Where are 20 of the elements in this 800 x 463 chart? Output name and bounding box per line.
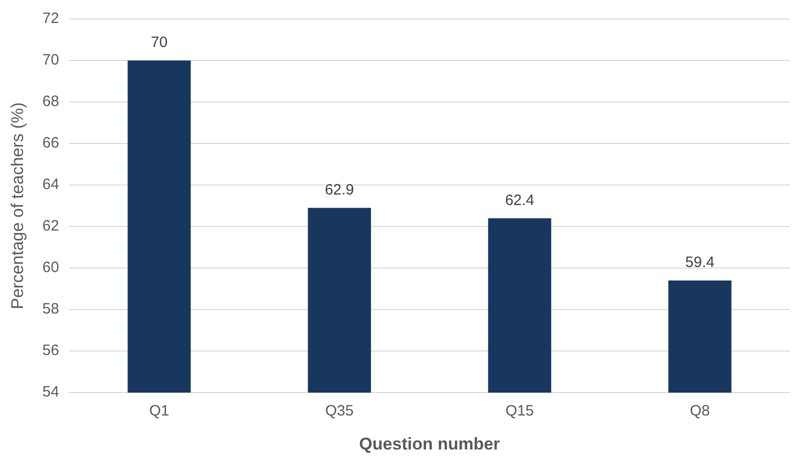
x-axis-title: Question number — [359, 434, 500, 454]
x-tick-label: Q1 — [149, 402, 170, 420]
data-label: 62.9 — [324, 182, 354, 199]
data-label: 59.4 — [685, 254, 714, 272]
data-label: 62.4 — [505, 192, 534, 209]
y-tick-label: 58 — [42, 300, 60, 318]
x-tick-label: Q8 — [690, 402, 710, 420]
y-tick-label: 64 — [42, 176, 60, 194]
y-tick-label: 54 — [42, 384, 60, 401]
y-tick-label: 68 — [42, 93, 60, 110]
y-tick-label: 72 — [42, 10, 60, 28]
y-axis-title: Percentage of teachers (%) — [8, 102, 27, 310]
y-tick-label: 66 — [42, 134, 60, 152]
x-tick-label: Q35 — [325, 402, 354, 420]
x-tick-label: Q15 — [505, 402, 534, 420]
y-tick-label: 62 — [42, 218, 60, 235]
y-tick-label: 70 — [42, 52, 60, 69]
data-label: 70 — [150, 34, 168, 52]
y-tick-label: 60 — [42, 259, 60, 276]
y-tick-label: 56 — [42, 342, 60, 360]
